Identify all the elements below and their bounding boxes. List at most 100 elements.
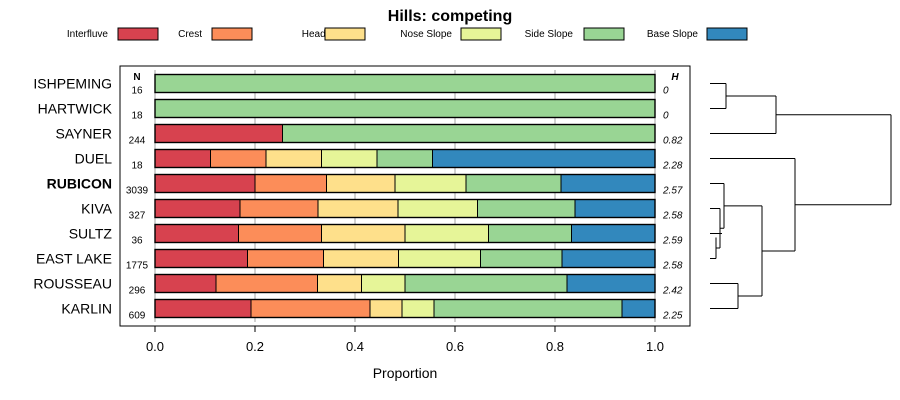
- bar-segment-3-0: [155, 149, 211, 168]
- x-tick-label-0: 0.0: [146, 339, 164, 354]
- row-n-8: 296: [129, 286, 146, 297]
- bar-segment-9-3: [402, 299, 434, 318]
- x-axis-label: Proportion: [373, 365, 438, 381]
- row-n-1: 18: [131, 111, 143, 122]
- row-label-3: DUEL: [75, 151, 113, 167]
- legend-swatch-2: [324, 27, 366, 41]
- legend-label-4: Side Slope: [525, 29, 574, 40]
- bar-segment-5-4: [477, 199, 575, 218]
- row-label-7: EAST LAKE: [36, 251, 112, 267]
- row-n-4: 3039: [126, 186, 149, 197]
- row-h-4: 2.57: [662, 186, 683, 197]
- row-label-6: SULTZ: [69, 226, 113, 242]
- legend-label-5: Base Slope: [647, 29, 699, 40]
- row-h-2: 0.82: [663, 136, 683, 147]
- bar-segment-4-3: [395, 174, 466, 193]
- bar-segment-6-1: [238, 224, 322, 243]
- bar-outline-0: [154, 73, 656, 94]
- bar-segment-6-4: [488, 224, 572, 243]
- bar-outline-6: [154, 223, 656, 244]
- bar-segment-6-2: [321, 224, 405, 243]
- bar-segment-1-4: [155, 99, 655, 118]
- legend-swatch-3: [460, 27, 502, 41]
- legend-label-0: Interfluve: [67, 29, 109, 40]
- row-h-3: 2.28: [662, 161, 683, 172]
- bar-outline-4: [154, 173, 656, 194]
- bar-outline-5: [154, 198, 656, 219]
- bar-segment-5-0: [155, 199, 240, 218]
- legend-label-1: Crest: [178, 29, 202, 40]
- x-tick-label-3: 0.6: [446, 339, 464, 354]
- chart-title: Hills: competing: [388, 8, 512, 25]
- x-axis: 0.0 0.2 0.4 0.6 0.8 1.0: [146, 326, 664, 354]
- row-label-8: ROUSSEAU: [33, 276, 112, 292]
- row-h-1: 0: [663, 111, 669, 122]
- bar-segment-6-3: [405, 224, 489, 243]
- bar-segment-7-2: [323, 249, 399, 268]
- legend-swatch-5: [706, 27, 748, 41]
- row-label-9: KARLIN: [61, 301, 112, 317]
- row-h-9: 2.25: [662, 311, 683, 322]
- bar-segment-4-5: [561, 174, 655, 193]
- legend-label-3: Nose Slope: [400, 29, 452, 40]
- x-tick-label-1: 0.2: [246, 339, 264, 354]
- bar-segment-3-5: [432, 149, 655, 168]
- bar-segment-7-3: [398, 249, 481, 268]
- n-column-header: N: [133, 72, 140, 83]
- bar-segment-9-4: [434, 299, 622, 318]
- bar-outline-7: [154, 248, 656, 269]
- bar-segment-2-0: [155, 124, 283, 143]
- bar-segment-8-1: [216, 274, 318, 293]
- row-label-5: KIVA: [81, 201, 113, 217]
- bar-segment-7-1: [247, 249, 324, 268]
- bar-segment-3-4: [377, 149, 433, 168]
- row-n-3: 18: [131, 161, 143, 172]
- bar-segment-5-1: [240, 199, 318, 218]
- bar-segment-4-1: [255, 174, 327, 193]
- row-n-9: 609: [129, 311, 146, 322]
- bar-segment-8-2: [317, 274, 362, 293]
- bar-segment-8-5: [567, 274, 655, 293]
- bar-outline-9: [154, 298, 656, 319]
- bar-segment-3-2: [266, 149, 322, 168]
- legend-swatch-4: [583, 27, 625, 41]
- bar-segment-9-1: [251, 299, 370, 318]
- bar-segment-4-4: [466, 174, 561, 193]
- bar-segment-6-5: [571, 224, 655, 243]
- bar-segment-9-2: [370, 299, 402, 318]
- bar-segment-2-4: [282, 124, 655, 143]
- bar-segment-0-4: [155, 74, 655, 93]
- x-tick-label-5: 1.0: [646, 339, 664, 354]
- row-h-7: 2.58: [662, 261, 683, 272]
- row-n-5: 327: [129, 211, 146, 222]
- bar-segment-5-5: [575, 199, 655, 218]
- bar-segment-3-3: [321, 149, 377, 168]
- row-label-4: RUBICON: [47, 176, 112, 192]
- row-h-0: 0: [663, 86, 669, 97]
- bar-segment-4-0: [155, 174, 255, 193]
- row-n-2: 244: [129, 136, 146, 147]
- row-n-7: 1775: [126, 261, 149, 272]
- bar-outline-8: [154, 273, 656, 294]
- bar-segment-8-4: [405, 274, 567, 293]
- bar-outline-1: [154, 98, 656, 119]
- row-h-6: 2.59: [662, 236, 683, 247]
- bar-segment-6-0: [155, 224, 239, 243]
- bar-segment-5-3: [398, 199, 478, 218]
- bar-outline-2: [154, 123, 656, 144]
- row-h-5: 2.58: [662, 211, 683, 222]
- bar-segment-8-3: [361, 274, 405, 293]
- h-column-header: H: [671, 72, 679, 83]
- row-n-6: 36: [131, 236, 143, 247]
- row-label-2: SAYNER: [55, 126, 112, 142]
- row-h-8: 2.42: [662, 286, 683, 297]
- bar-outline-3: [154, 148, 656, 169]
- bar-segment-7-0: [155, 249, 248, 268]
- dendrogram: [710, 83, 892, 309]
- x-tick-label-4: 0.8: [546, 339, 564, 354]
- bar-segment-7-4: [480, 249, 562, 268]
- row-label-0: ISHPEMING: [33, 76, 112, 92]
- legend-swatch-1: [211, 27, 253, 41]
